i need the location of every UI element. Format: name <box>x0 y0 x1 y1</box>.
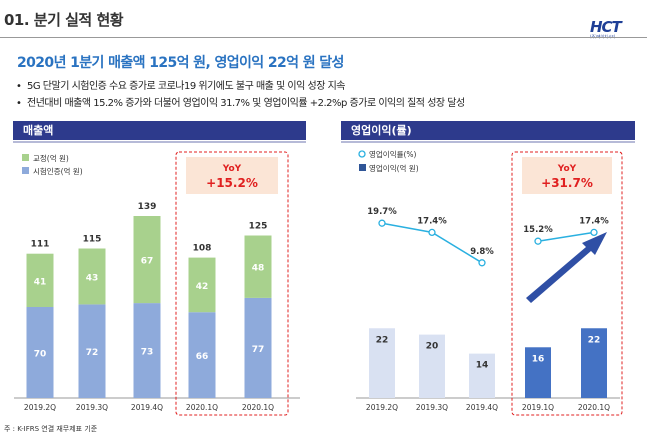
legend-label-margin: 영업이익률(%) <box>369 149 417 159</box>
bar-label-calibration: 42 <box>196 282 209 292</box>
margin-label: 19.7% <box>367 207 397 217</box>
bar-total-label: 125 <box>249 222 268 232</box>
margin-label: 17.4% <box>579 216 609 226</box>
x-tick-label: 2019.1Q <box>522 403 554 412</box>
legend-swatch-calibration <box>22 154 29 161</box>
bar-label-calibration: 41 <box>34 277 47 287</box>
yoy-highlight-box <box>511 151 623 416</box>
bar-op-profit <box>419 334 445 398</box>
x-tick-label: 2019.4Q <box>466 403 498 412</box>
yoy-box <box>522 157 612 194</box>
margin-label: 17.4% <box>417 216 447 226</box>
op-profit-panel-title-text: 영업이익(률) <box>351 124 412 137</box>
revenue-panel-title: 매출액 <box>13 121 306 143</box>
bullet-text: 전년대비 매출액 15.2% 증가와 더불어 영업이익 31.7% 및 영업이익… <box>27 98 465 109</box>
headline: 2020년 1분기 매출액 125억 원, 영업이익 22억 원 달성 <box>17 55 344 71</box>
bar-calibration <box>244 235 272 298</box>
margin-line-q1 <box>537 231 595 242</box>
bar-label-op-profit: 22 <box>376 335 389 345</box>
bar-label-op-profit: 16 <box>532 354 545 364</box>
bar-total-label: 108 <box>193 244 212 254</box>
header-divider <box>0 37 647 38</box>
bar-label-certification: 72 <box>86 348 99 358</box>
legend-swatch-op-profit <box>359 164 366 171</box>
margin-point <box>478 259 486 267</box>
bar-total-label: 111 <box>31 240 50 250</box>
page-title: 01. 분기 실적 현황 <box>4 11 124 29</box>
yoy-label: YoY <box>557 164 577 174</box>
bullet-item: • 전년대비 매출액 15.2% 증가와 더불어 영업이익 31.7% 및 영업이… <box>16 98 465 109</box>
bar-calibration <box>133 216 161 304</box>
x-tick-label: 2019.2Q <box>24 403 56 412</box>
margin-label: 15.2% <box>523 225 553 235</box>
bar-certification <box>133 303 161 398</box>
bullet-text: 5G 단말기 시험인증 수요 증가로 코로나19 위기에도 불구 매출 및 이익… <box>27 81 345 92</box>
x-tick-label: 2020.1Q <box>242 403 274 412</box>
bar-calibration <box>26 253 54 307</box>
bar-label-calibration: 67 <box>141 257 154 267</box>
bar-op-profit <box>581 328 607 398</box>
company-logo: HCT (주)에이치시티 <box>590 18 640 39</box>
x-tick-label: 2019.3Q <box>76 403 108 412</box>
bar-calibration <box>78 248 106 305</box>
bar-op-profit <box>369 328 395 398</box>
bar-certification <box>26 307 54 398</box>
bar-total-label: 139 <box>138 202 157 212</box>
revenue-chart: 교정(억 원) 시험인증(억 원) 70 41 111 2019.2Q 72 43 115 201… <box>14 151 300 416</box>
yoy-box <box>186 157 278 194</box>
bar-label-certification: 70 <box>34 350 47 360</box>
revenue-panel-title-text: 매출액 <box>23 124 54 137</box>
margin-point <box>428 228 436 237</box>
yoy-highlight-box <box>175 151 289 416</box>
legend-label-certification: 시험인증(억 원) <box>33 166 83 176</box>
margin-point <box>378 219 386 227</box>
margin-point <box>590 228 598 237</box>
bar-label-certification: 66 <box>196 352 209 362</box>
margin-label: 9.8% <box>470 247 494 257</box>
bullet-list: • 5G 단말기 시험인증 수요 증가로 코로나19 위기에도 불구 매출 및 이… <box>16 78 465 112</box>
op-profit-panel-title: 영업이익(률) <box>341 121 635 143</box>
legend-swatch-certification <box>22 167 29 174</box>
bar-certification <box>188 312 216 398</box>
legend-label-calibration: 교정(억 원) <box>33 153 69 163</box>
bar-calibration <box>188 257 216 313</box>
x-tick-label: 2019.2Q <box>366 403 398 412</box>
bar-label-certification: 77 <box>252 345 265 355</box>
bar-op-profit <box>525 347 551 398</box>
bar-certification <box>244 297 272 398</box>
bullet-item: • 5G 단말기 시험인증 수요 증가로 코로나19 위기에도 불구 매출 및 이… <box>16 81 345 92</box>
x-tick-label: 2019.3Q <box>416 403 448 412</box>
growth-arrow-icon <box>526 232 607 303</box>
bar-label-op-profit: 14 <box>476 361 489 371</box>
bar-label-certification: 73 <box>141 348 154 358</box>
yoy-value: +31.7% <box>541 176 593 190</box>
yoy-label: YoY <box>222 164 242 174</box>
margin-point <box>534 237 542 245</box>
yoy-value: +15.2% <box>206 176 258 190</box>
bar-label-calibration: 48 <box>252 264 265 274</box>
logo-subtext: (주)에이치시티 <box>590 34 615 40</box>
bar-op-profit <box>469 353 495 398</box>
bar-label-calibration: 43 <box>86 273 99 283</box>
bar-total-label: 115 <box>83 235 102 245</box>
legend-swatch-margin <box>358 150 366 158</box>
footnote: 주 : K-IFRS 연결 재무제표 기준 <box>4 425 98 433</box>
x-tick-label: 2019.4Q <box>131 403 163 412</box>
x-tick-label: 2020.1Q <box>578 403 610 412</box>
bar-label-op-profit: 22 <box>588 335 601 345</box>
x-tick-label: 2020.1Q <box>186 403 218 412</box>
logo-text: HCT <box>590 18 622 36</box>
bar-certification <box>78 304 106 398</box>
bar-label-op-profit: 20 <box>426 342 439 352</box>
op-profit-chart: 영업이익률(%) 영업이익(억 원) 22 2019.2Q 20 2019.3Q 14 201… <box>356 149 623 416</box>
legend-label-op-profit: 영업이익(억 원) <box>369 163 419 173</box>
page-header: 01. 분기 실적 현황 HCT (주)에이치시티 <box>0 0 647 39</box>
